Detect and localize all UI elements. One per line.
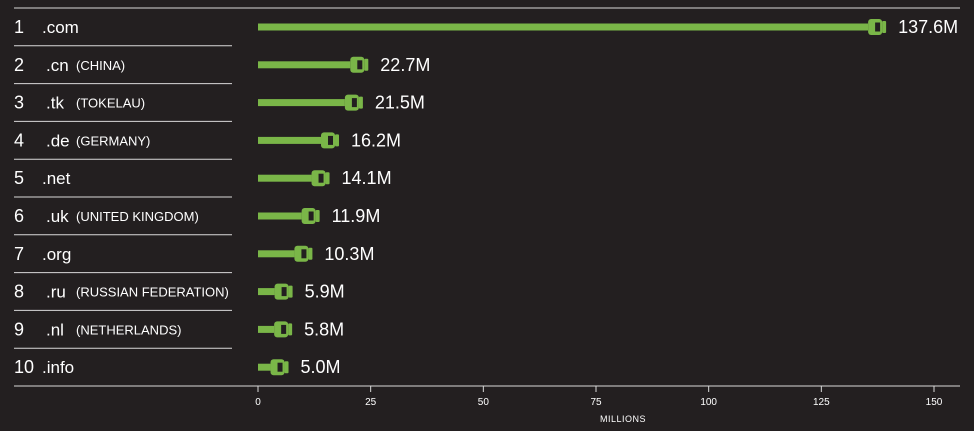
value-label: 11.9M <box>332 206 381 226</box>
tld-label: .org <box>42 245 71 264</box>
bar <box>258 288 275 296</box>
bar-row: 1 .com 137.6M <box>14 17 958 47</box>
bar-row: 8 .ru (RUSSIAN FEDERATION) 5.9M <box>14 282 345 311</box>
bar-row: 3 .tk (TOKELAU) 21.5M <box>14 93 425 122</box>
bar <box>258 250 295 258</box>
x-tick-label: 25 <box>365 397 377 408</box>
bar-row: 4 .de (GERMANY) 16.2M <box>14 130 401 160</box>
tld-label: .ru <box>46 283 66 302</box>
country-label: (TOKELAU) <box>76 96 145 111</box>
bar-row: 2 .cn (CHINA) 22.7M <box>14 55 430 85</box>
country-label: (CHINA) <box>76 58 125 73</box>
bar-plug-tip <box>315 210 320 222</box>
bar-plug-slot <box>875 22 881 32</box>
tld-label: .de <box>46 131 70 150</box>
value-label: 5.8M <box>304 319 344 339</box>
bar-row: 9 .nl (NETHERLANDS) 5.8M <box>14 319 344 349</box>
country-label: (UNITED KINGDOM) <box>76 209 199 224</box>
bar-plug-slot <box>301 249 307 259</box>
bar <box>258 61 351 69</box>
rank-label: 1 <box>14 17 24 37</box>
rank-label: 3 <box>14 93 24 113</box>
value-label: 22.7M <box>380 55 430 75</box>
x-axis-title: MILLIONS <box>600 414 646 424</box>
bar <box>258 99 345 107</box>
bar-plug-tip <box>284 361 289 374</box>
country-label: (NETHERLANDS) <box>76 322 181 337</box>
tld-label: .info <box>42 358 74 377</box>
rank-label: 8 <box>14 282 24 302</box>
x-tick-label: 75 <box>590 397 602 408</box>
bar-plug-tip <box>364 58 369 71</box>
value-label: 5.0M <box>301 357 341 377</box>
bar-plug-tip <box>882 21 887 33</box>
x-tick-label: 150 <box>926 397 943 408</box>
bar-row: 6 .uk (UNITED KINGDOM) 11.9M <box>14 206 381 236</box>
rank-label: 2 <box>14 55 24 75</box>
bar <box>258 212 302 220</box>
bar <box>258 363 271 371</box>
bar-plug-slot <box>351 98 357 108</box>
bar <box>258 174 312 182</box>
rank-label: 10 <box>14 357 34 377</box>
rank-label: 4 <box>14 130 24 150</box>
tld-label: .net <box>42 169 71 188</box>
x-tick-label: 100 <box>700 397 717 408</box>
bar <box>258 23 869 31</box>
bar-plug-slot <box>318 173 324 183</box>
rank-label: 7 <box>14 244 24 264</box>
bar-plug-slot <box>281 287 287 297</box>
bar-plug-slot <box>357 60 363 70</box>
bar-plug-tip <box>288 323 293 336</box>
tld-label: .cn <box>46 56 69 75</box>
bar-plug-tip <box>358 96 363 109</box>
bar-plug-slot <box>277 362 283 372</box>
value-label: 10.3M <box>324 244 374 264</box>
country-label: (RUSSIAN FEDERATION) <box>76 285 229 300</box>
rank-label: 5 <box>14 168 24 188</box>
rank-label: 6 <box>14 206 24 226</box>
bar-plug-slot <box>328 135 334 145</box>
chart-rows: 1 .com 137.6M 2 .cn (CHINA) 22.7M 3 .tk (TOKELAU)… <box>14 7 960 377</box>
rank-label: 9 <box>14 319 24 339</box>
value-label: 16.2M <box>351 130 401 150</box>
x-tick-label: 0 <box>255 397 261 408</box>
bar-plug-slot <box>308 211 314 221</box>
value-label: 137.6M <box>898 17 958 37</box>
x-tick-label: 125 <box>813 397 830 408</box>
value-label: 5.9M <box>305 282 345 302</box>
tld-label: .com <box>42 18 79 37</box>
tld-label: .tk <box>46 94 64 113</box>
bar-row: 5 .net 14.1M <box>14 168 392 198</box>
bar <box>258 325 275 333</box>
tld-label: .uk <box>46 207 69 226</box>
value-label: 21.5M <box>375 93 425 113</box>
bar <box>258 136 322 144</box>
bar-plug-tip <box>325 172 330 185</box>
bar-plug-tip <box>288 285 293 298</box>
bar-row: 10 .info 5.0M <box>14 357 341 377</box>
tld-label: .nl <box>46 320 64 339</box>
bar-row: 7 .org 10.3M <box>14 244 374 274</box>
bar-plug-tip <box>308 247 313 260</box>
country-label: (GERMANY) <box>76 133 150 148</box>
bar-plug-tip <box>335 134 340 147</box>
value-label: 14.1M <box>342 168 392 188</box>
x-axis: 0 25 50 75 100 125 150 <box>14 385 960 408</box>
x-tick-label: 50 <box>478 397 490 408</box>
bar-plug-slot <box>281 324 287 334</box>
